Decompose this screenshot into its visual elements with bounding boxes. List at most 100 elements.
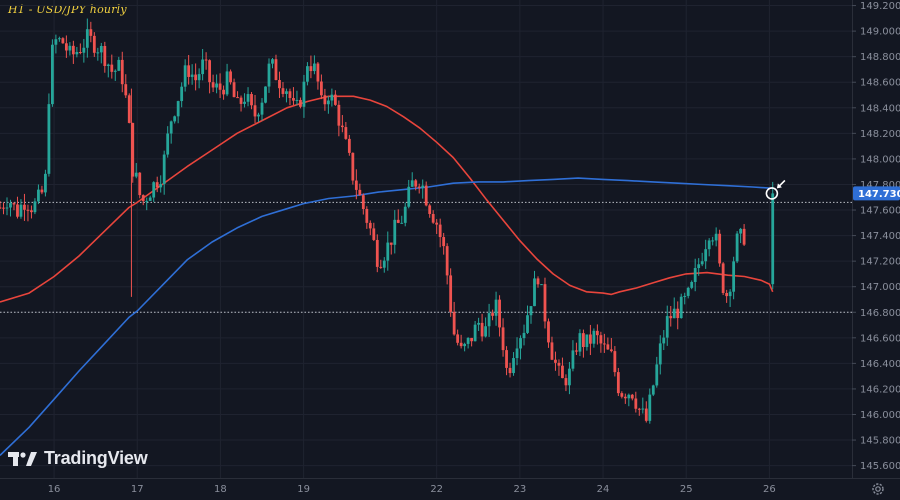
candle-body — [134, 172, 138, 177]
settings-gear-icon[interactable] — [870, 481, 886, 497]
candle-body — [435, 222, 439, 225]
candle-body — [26, 209, 30, 211]
candle-body — [585, 334, 589, 348]
candle-body — [117, 59, 121, 71]
candle-body — [536, 278, 540, 285]
candle-body — [575, 350, 578, 352]
candle-body — [508, 367, 512, 374]
candle-body — [152, 182, 156, 198]
y-axis-tick-label: 145.600 — [860, 461, 900, 472]
candle-body — [686, 287, 690, 296]
candle-body — [33, 201, 37, 213]
candle-body — [515, 348, 519, 359]
y-axis-tick-label: 148.800 — [860, 52, 900, 63]
candle-body — [424, 185, 428, 206]
y-axis-panel — [852, 0, 900, 500]
x-axis[interactable]: 16 17 18 19 22 23 24 25 26 — [0, 478, 900, 500]
candle-body — [99, 45, 103, 53]
candle-body — [375, 239, 379, 267]
candle-body — [306, 66, 309, 82]
candle-body — [693, 268, 697, 282]
annotation-markers — [765, 179, 786, 200]
candle-body — [166, 133, 170, 155]
candle-body — [365, 208, 369, 223]
candle-body — [561, 365, 564, 379]
tradingview-logo: TradingView — [8, 448, 148, 469]
candle-body — [211, 82, 215, 88]
candle-body — [456, 334, 460, 343]
candle-body — [285, 91, 288, 94]
candle-body — [669, 316, 673, 319]
candle-body — [176, 101, 180, 117]
candle-body — [498, 299, 501, 328]
candle-body — [194, 74, 198, 81]
candle-body — [550, 342, 554, 360]
candle-body — [606, 344, 610, 350]
candle-body — [473, 324, 477, 342]
candle-body — [208, 60, 212, 83]
candle-body — [707, 240, 711, 250]
candle-body — [278, 80, 281, 89]
candle-body — [540, 284, 543, 286]
candle-body — [323, 95, 327, 105]
candle-body — [183, 65, 187, 87]
candle-body — [533, 278, 536, 307]
candle-body — [309, 66, 313, 72]
y-axis-tick-label: 147.600 — [860, 206, 900, 217]
candle-body — [354, 180, 358, 190]
y-axis-tick-label: 146.600 — [860, 333, 900, 344]
candle-body — [264, 86, 267, 103]
candle-body — [120, 59, 124, 85]
candle-body — [648, 394, 652, 421]
candle-body — [393, 219, 397, 245]
candle-body — [2, 207, 5, 209]
candle-body — [742, 228, 746, 245]
ma-fast-path — [0, 95, 774, 303]
candle-body — [718, 233, 722, 264]
candle-body — [491, 313, 494, 316]
candle-body — [162, 154, 166, 185]
y-axis[interactable]: 149.200 149.000 148.800 148.600 148.400 148.2… — [852, 0, 900, 500]
candle-body — [739, 228, 743, 234]
candle-body — [155, 182, 159, 188]
candle-body — [0, 207, 2, 209]
candle-body — [616, 372, 620, 394]
tradingview-logo-icon — [8, 451, 37, 466]
candle-body — [655, 364, 659, 386]
candle-body — [613, 351, 617, 373]
candle-body — [340, 125, 344, 128]
y-axis-tick-label: 147.800 — [860, 180, 900, 191]
candle-body — [578, 333, 582, 352]
x-axis-tick-label: 23 — [513, 484, 526, 495]
x-axis-tick-label: 25 — [680, 484, 693, 495]
candle-body — [665, 316, 669, 338]
candle-body — [113, 70, 117, 72]
candle-body — [714, 233, 718, 241]
candle-body — [19, 204, 23, 217]
candle-body — [51, 44, 54, 105]
candle-body — [92, 35, 96, 53]
candle-body — [602, 343, 606, 345]
grid-lines — [0, 0, 852, 478]
y-axis-tick-label: 148.400 — [860, 103, 900, 114]
candlesticks — [0, 18, 775, 424]
candle-body — [721, 263, 725, 293]
candle-body — [106, 64, 110, 66]
candle-body — [344, 127, 348, 139]
candle-body — [564, 378, 568, 386]
candle-body — [662, 337, 666, 344]
candle-body — [627, 394, 631, 399]
candle-body — [47, 104, 51, 174]
candle-body — [568, 368, 571, 386]
chart-title: H1 - USD/JPY hourly — [8, 3, 127, 16]
candle-body — [274, 59, 278, 81]
candle-body — [431, 213, 435, 223]
candle-body — [57, 38, 61, 40]
x-axis-tick-label: 19 — [297, 484, 310, 495]
candle-body — [372, 228, 376, 240]
candle-body — [396, 219, 400, 223]
candle-body — [410, 180, 414, 187]
candle-body — [389, 242, 393, 245]
candle-body — [260, 102, 264, 115]
